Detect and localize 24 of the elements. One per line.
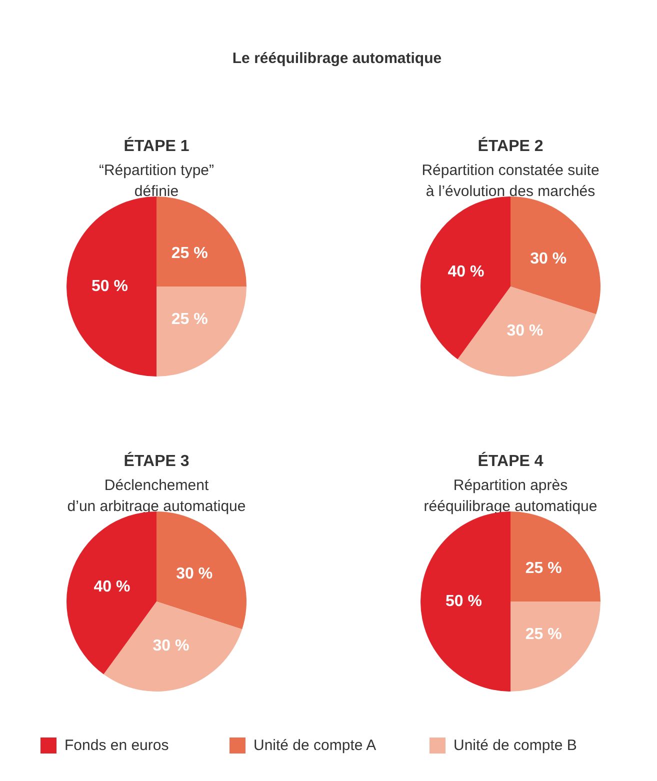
data-label: 30 % (506, 322, 544, 340)
data-label: 30 % (152, 638, 190, 655)
data-label: 50 % (91, 278, 128, 295)
chart-subtitle: Répartition après rééquilibrage automatique (424, 477, 598, 515)
data-label: 30 % (176, 565, 213, 582)
chart-title: ÉTAPE 1 (124, 136, 190, 155)
chart-title: ÉTAPE 3 (124, 451, 190, 470)
data-label: 25 % (171, 244, 208, 262)
data-label: 50 % (445, 593, 482, 610)
data-label: 40 % (448, 264, 484, 281)
chart-subtitle: “Répartition type” définie (98, 162, 214, 200)
chart-title: ÉTAPE 4 (478, 451, 544, 470)
data-label: 25 % (525, 626, 562, 644)
chart-subtitle: Répartition constatée suite à l’évolution des marchés (422, 162, 600, 200)
text: Le rééquilibrage automatique (232, 50, 442, 67)
legend-label: Unité de compte B (454, 737, 577, 754)
legend-label: Unité de compte A (254, 737, 376, 754)
chart-title: ÉTAPE 2 (478, 136, 544, 155)
data-label: 25 % (525, 560, 562, 577)
data-label: 40 % (94, 578, 130, 596)
data-label: 25 % (171, 311, 208, 328)
data-label: 30 % (530, 250, 567, 268)
chart-subtitle: Déclenchement d’un arbitrage automatique (67, 477, 246, 515)
legend-label: Fonds en euros (64, 737, 169, 754)
